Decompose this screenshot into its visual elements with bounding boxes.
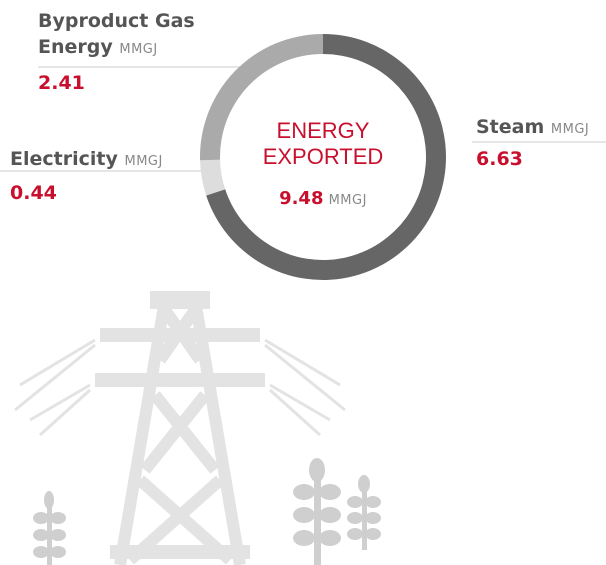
center-total: 9.48 MMGJ: [223, 188, 423, 209]
unit: MMGJ: [328, 193, 367, 208]
segment-value: 2.41: [38, 72, 85, 94]
plants: [33, 458, 381, 565]
segment-label: Electricity MMGJ: [10, 146, 210, 175]
segment-value: 0.44: [10, 182, 57, 204]
segment-label: Byproduct Gas Energy MMGJ: [38, 8, 203, 63]
total-value: 9.48: [279, 188, 324, 209]
segment-value: 6.63: [476, 148, 523, 170]
category-name: Steam: [476, 116, 545, 138]
donut-segment: [200, 34, 323, 161]
leader-lines: [0, 66, 606, 172]
category-name: Electricity: [10, 148, 118, 170]
unit: MMGJ: [550, 122, 590, 137]
tower-illustration: [14, 291, 346, 565]
segment-label: Steam MMGJ: [476, 114, 606, 143]
unit: MMGJ: [119, 42, 158, 57]
category-name: Byproduct Gas Energy: [38, 10, 195, 58]
donut-segment: [200, 159, 226, 196]
unit: MMGJ: [124, 154, 163, 169]
center-title: ENERGY EXPORTED: [262, 118, 384, 169]
